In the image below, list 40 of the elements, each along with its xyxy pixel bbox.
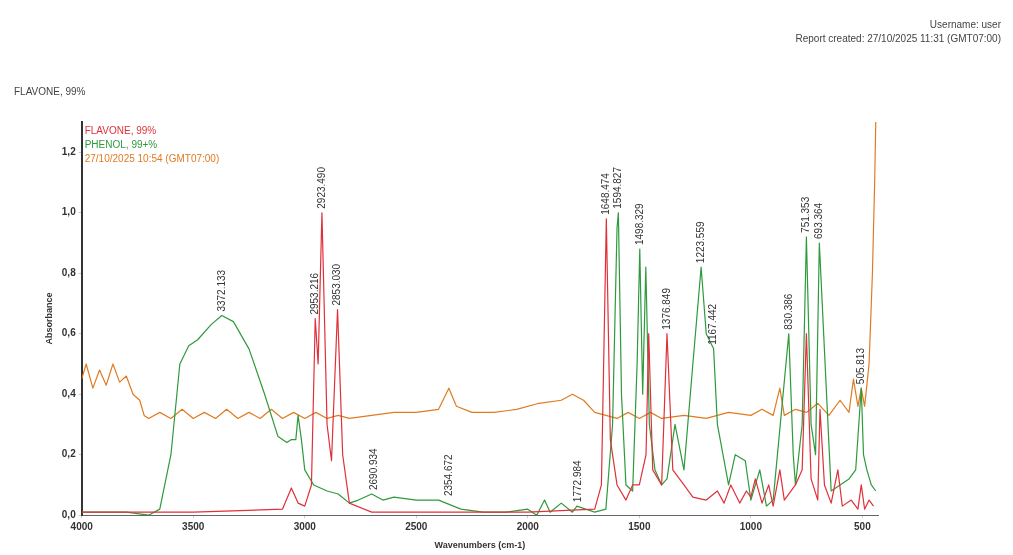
y-tick-label: 0,6 (61, 327, 77, 339)
annotation: 2953.216 (308, 272, 320, 315)
annotation: 1594.827 (612, 166, 624, 209)
x-axis-title: Wavenumbers (cm-1) (434, 540, 526, 551)
x-tick-label: 2000 (516, 520, 540, 532)
annotation: 3372.133 (215, 269, 227, 312)
annotation: 505.813 (855, 347, 867, 385)
annotation: 751.353 (800, 196, 812, 233)
x-tick-label: 4000 (70, 520, 94, 532)
x-tick-label: 2500 (405, 520, 428, 532)
text: FLAVONE, 99% (84, 124, 157, 136)
y-tick-label: 0,2 (61, 448, 77, 460)
text: Report created: 27/10/2025 11:31 (GMT07:00) (795, 32, 1001, 46)
text: PHENOL, 99+% (84, 138, 158, 150)
y-tick-label: 0,4 (61, 387, 77, 399)
annotation: 1498.329 (633, 202, 645, 246)
annotation: 1167.442 (707, 303, 719, 345)
y-tick-label: 1,0 (61, 206, 77, 218)
chart-title: FLAVONE, 99% (14, 86, 86, 97)
annotation: 830.386 (782, 293, 794, 330)
annotation: 1376.849 (660, 287, 672, 330)
x-tick-label: 3000 (293, 520, 317, 532)
annotation: 1223.559 (694, 221, 706, 264)
annotation: 2923.490 (315, 166, 327, 209)
x-tick-label: 3500 (182, 520, 205, 532)
annotation: 693.364 (813, 202, 825, 239)
y-tick-label: 0,0 (61, 508, 77, 520)
y-tick-label: 1,2 (61, 146, 77, 157)
text: 27/10/2025 10:54 (GMT07:00) (84, 152, 220, 164)
annotation: 2354.672 (442, 453, 454, 497)
x-tick-label: 1500 (628, 520, 651, 532)
annotation: 2853.030 (331, 263, 343, 306)
annotation: 2690.934 (367, 447, 379, 491)
y-tick-label: 0,8 (61, 266, 77, 278)
x-tick-label: 1000 (739, 520, 763, 532)
x-tick-label: 500 (854, 520, 872, 532)
annotation: 1648.474 (600, 172, 612, 215)
annotation: 1772.984 (572, 459, 584, 503)
text: Username: user (928, 18, 1001, 32)
y-axis-title: Absorbance (43, 292, 54, 345)
